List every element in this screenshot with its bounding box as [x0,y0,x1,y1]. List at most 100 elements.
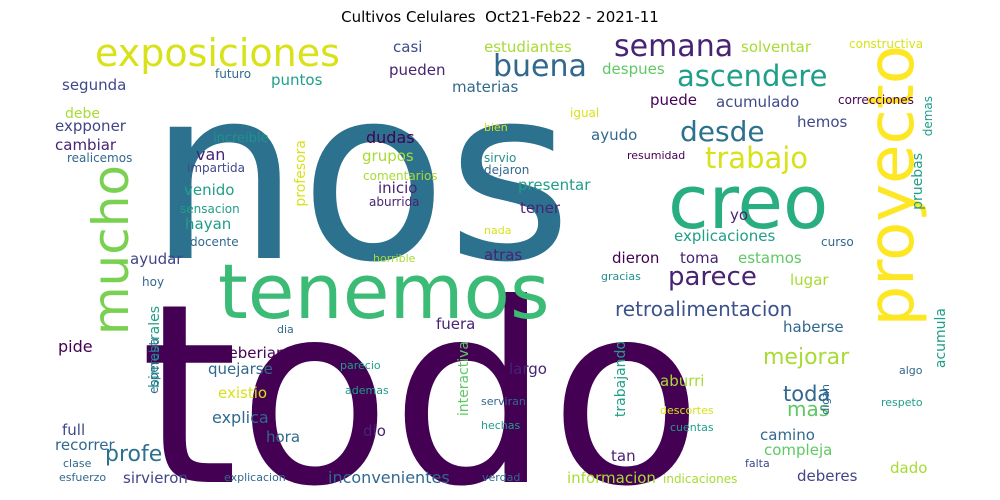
word-indicaciones: indicaciones [663,472,737,486]
word-tan: tan [611,447,636,465]
word-pueden: pueden [389,61,446,79]
word-pruebas: pruebas [910,153,926,210]
word-falta: falta [745,457,770,470]
word-realicemos: realicemos [67,151,132,165]
word-puntos: puntos [271,71,323,89]
word-estudiantes: estudiantes [484,38,572,56]
word-exposiciones: exposiciones [95,31,340,75]
word-gracias: gracias [601,270,641,283]
word-recorrer: recorrer [55,436,115,454]
word-pide: pide [58,337,93,356]
word-semana: semana [614,29,733,64]
word-mucho: mucho [82,165,140,335]
word-sirvieron: sirvieron [123,469,188,487]
word-toma: toma [680,249,719,267]
word-materias: materias [452,78,518,96]
word-dejaron: dejaron [484,163,529,177]
word-verdad: verdad [482,471,520,484]
word-ademas: ademas [345,384,389,397]
word-hechas: hechas [481,419,520,432]
word-ascendere: ascendere [677,59,827,93]
word-correcciones: correcciones [838,93,914,107]
word-nos: nos [148,35,572,315]
word-esfuerzo: esfuerzo [59,471,106,484]
word-estamos: estamos [738,249,802,267]
word-toda: toda [783,382,830,406]
word-creo: creo [668,160,828,246]
word-existio: existio [218,384,267,402]
word-fuera: fuera [436,315,475,333]
word-despues: despues [602,60,665,78]
word-parecio: parecio [340,359,381,372]
word-compleja: compleja [764,441,832,459]
word-debe: debe [65,106,100,122]
word-mas: mas [787,397,829,421]
word-largo: largo [509,360,547,378]
word-aburri: aburri [660,372,704,390]
word-ayudo: ayudo [591,126,637,144]
word-curso: curso [821,235,854,249]
word-demas: demas [921,96,935,136]
word-horrible: horrible [373,252,416,265]
word-acumula: acumula [933,308,949,368]
word-bimestrales: bimestrales [147,306,163,388]
word-impartida: impartida [187,161,245,175]
word-ayudar: ayudar [130,250,183,268]
word-cuentas: cuentas [670,421,714,434]
word-dudas: dudas [366,128,415,147]
word-profe: profe [105,442,162,467]
word-explica: explica [212,408,269,427]
word-hora: hora [266,428,300,446]
word-segunda: segunda [62,76,126,94]
word-dio: dio [363,422,386,440]
word-nada: nada [484,224,511,237]
word-haberse: haberse [783,318,844,336]
word-acumulado: acumulado [716,93,799,111]
word-docente: docente [190,235,239,249]
word-futuro: futuro [215,67,251,81]
word-explicacion: explicacion [224,471,286,484]
word-inicio: inicio [378,179,417,197]
word-dado: dado [890,459,927,477]
word-dieron: dieron [612,249,659,267]
word-atras: atras [484,246,522,264]
word-sirvio: sirvio [484,151,516,165]
word-esperaba: esperaba [147,338,161,394]
word-aburrida: aburrida [369,195,420,209]
word-serviran: serviran [481,395,526,408]
word-comentarios: comentarios [363,169,438,183]
word-digan: digan [819,384,832,415]
word-inconvenientes: inconvenientes [328,468,450,487]
word-van: van [196,145,225,164]
word-informacion: informacion [567,469,656,487]
word-yo: yo [730,206,748,224]
word-hoy: hoy [142,275,164,289]
word-algo: algo [899,364,923,377]
word-puede: puede [650,91,697,109]
word-dia: dia [277,323,294,336]
word-deberian: deberian [219,344,286,362]
page-title: Cultivos Celulares Oct21-Feb22 - 2021-11 [341,8,659,26]
word-interactiva: interactiva [456,341,472,416]
word-hemos: hemos [797,113,848,131]
word-parece: parece [668,262,757,292]
word-sensacion: sensacion [180,202,240,216]
word-respeto: respeto [881,396,923,409]
word-trabajo: trabajo [705,141,808,175]
word-venido: venido [184,181,234,199]
word-quejarse: quejarse [208,360,273,378]
word-todo: todo [140,250,703,500]
word-resumidad: resumidad [627,149,685,162]
word-tener: tener [520,199,561,217]
word-descortes: descortes [660,404,714,417]
word-retroalimentacion: retroalimentacion [615,297,792,321]
word-proyecto: proyecto [855,45,929,326]
word-desde: desde [680,115,765,148]
word-presentar: presentar [518,176,591,194]
word-igual: igual [570,106,599,120]
word-trabajando: trabajando [613,341,629,417]
word-increible: increible [213,131,269,146]
word-solventar: solventar [741,38,812,56]
word-bien: bien [484,121,508,134]
